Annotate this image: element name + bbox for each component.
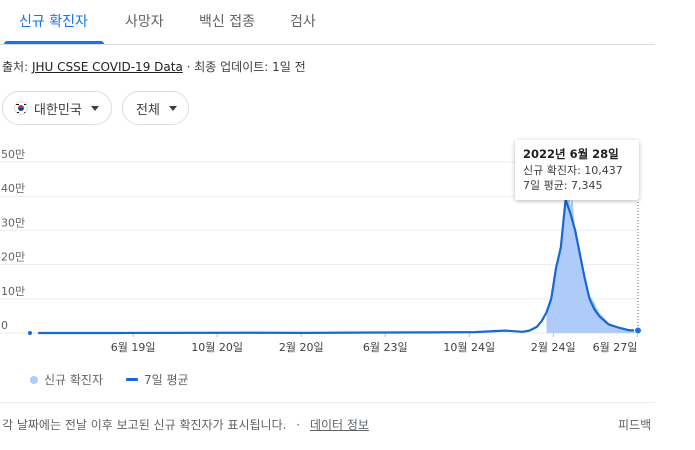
hover-point <box>634 326 642 335</box>
chevron-down-icon <box>90 105 99 111</box>
footer-separator: · <box>296 418 301 432</box>
last-updated: · 최종 업데이트: 1일 전 <box>182 60 306 74</box>
tab-new-cases[interactable]: 신규 확진자 <box>19 14 88 30</box>
data-info-link[interactable]: 데이터 정보 <box>309 418 369 432</box>
footer-note: 각 날짜에는 전날 이후 보고된 신규 확진자가 표시됩니다. <box>2 418 287 432</box>
legend-average: 7일 평균 <box>126 371 189 388</box>
x-tick-label: 6월 23일 <box>363 340 408 354</box>
tab-deaths[interactable]: 사망자 <box>125 14 164 30</box>
feedback-link[interactable]: 피드백 <box>618 418 652 432</box>
korea-flag-icon <box>14 101 28 115</box>
legend-line-icon <box>126 378 138 381</box>
x-tick-label: 6월 27일 <box>593 340 638 354</box>
source-link[interactable]: JHU CSSE COVID-19 Data <box>31 60 183 74</box>
y-tick-label: 30만 <box>1 216 25 229</box>
source-prefix: 출처: <box>2 60 32 74</box>
scope-label: 전체 <box>136 102 160 118</box>
series-start-point <box>28 331 32 335</box>
chart-grid <box>0 161 638 334</box>
y-tick-label: 0 <box>1 319 8 332</box>
x-tick-label: 6월 19일 <box>111 340 156 354</box>
y-tick-label: 10만 <box>1 285 25 298</box>
tooltip-date: 2022년 6월 28일 <box>523 147 619 161</box>
tab-bar: 신규 확진자 사망자 백신 접종 검사 <box>0 0 655 45</box>
legend-cases-label: 신규 확진자 <box>44 373 104 387</box>
scope-dropdown[interactable]: 전체 <box>122 91 189 125</box>
region-label: 대한민국 <box>34 102 82 118</box>
active-tab-indicator <box>4 41 104 44</box>
x-tick-label: 10월 24일 <box>443 340 495 354</box>
x-tick-label: 2월 20일 <box>279 340 324 354</box>
legend-dot-icon <box>30 375 38 384</box>
x-tick-label: 10월 20일 <box>191 340 243 354</box>
y-axis-labels: 0 10만 20만 30만 40만 50만 <box>1 148 25 332</box>
y-tick-label: 50만 <box>1 148 25 161</box>
tab-vaccinations[interactable]: 백신 접종 <box>199 14 255 30</box>
tooltip-cases: 신규 확진자: 10,437 <box>523 164 623 177</box>
footer-note-row: 각 날짜에는 전날 이후 보고된 신규 확진자가 표시됩니다. · 데이터 정보 <box>2 416 369 433</box>
region-dropdown[interactable]: 대한민국 <box>2 91 112 125</box>
x-tick-label: 2월 24일 <box>531 340 576 354</box>
legend-cases: 신규 확진자 <box>30 371 103 388</box>
source-line: 출처: JHU CSSE COVID-19 Data · 최종 업데이트: 1일… <box>2 58 306 75</box>
y-tick-label: 40만 <box>1 182 25 195</box>
x-axis-labels: 6월 19일 10월 20일 2월 20일 6월 23일 10월 24일 2월 24일 6월… <box>111 333 638 354</box>
chevron-down-icon <box>168 105 177 111</box>
tab-testing[interactable]: 검사 <box>290 14 316 30</box>
hover-tooltip: 2022년 6월 28일 신규 확진자: 10,437 7일 평균: 7,345 <box>515 140 639 200</box>
legend-average-label: 7일 평균 <box>144 373 189 387</box>
tooltip-average: 7일 평균: 7,345 <box>523 179 603 192</box>
seven-day-average-series <box>38 198 639 335</box>
y-tick-label: 20만 <box>1 251 25 264</box>
footer-divider <box>0 402 655 403</box>
